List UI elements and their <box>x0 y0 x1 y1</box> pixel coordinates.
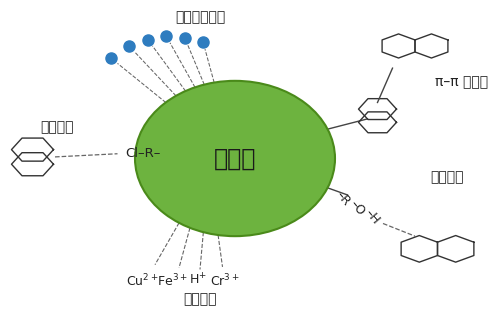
Text: 范德华力作用: 范德华力作用 <box>175 10 225 24</box>
Text: Cu$^{2+}$: Cu$^{2+}$ <box>126 273 158 289</box>
Text: 氢键作用: 氢键作用 <box>430 171 464 184</box>
Text: 静电作用: 静电作用 <box>183 293 217 307</box>
Text: Cl–R–: Cl–R– <box>125 147 160 160</box>
Text: –H: –H <box>362 207 382 227</box>
Text: –R: –R <box>332 188 352 208</box>
Text: H$^{+}$: H$^{+}$ <box>188 273 206 288</box>
Text: Fe$^{3+}$: Fe$^{3+}$ <box>157 273 188 289</box>
Text: π–π 键作用: π–π 键作用 <box>435 75 488 89</box>
Text: 垄素键合: 垄素键合 <box>41 120 74 134</box>
Ellipse shape <box>135 81 335 236</box>
Text: –O: –O <box>348 197 368 218</box>
Text: 微塑料: 微塑料 <box>214 146 256 171</box>
Text: Cr$^{3+}$: Cr$^{3+}$ <box>210 273 240 289</box>
